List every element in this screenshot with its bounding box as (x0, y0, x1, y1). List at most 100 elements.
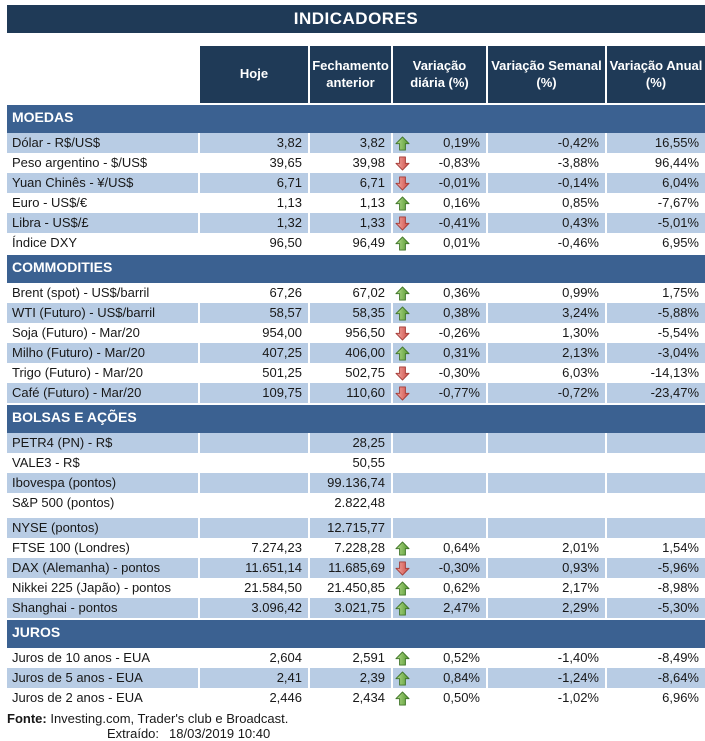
cell-trend (393, 473, 413, 493)
table-row: Ibovespa (pontos) 99.136,74 (7, 473, 705, 493)
row-label: S&P 500 (pontos) (7, 493, 200, 513)
row-label: VALE3 - R$ (7, 453, 200, 473)
cell-fechamento: 110,60 (310, 383, 393, 403)
cell-variacao-diaria: 0,01% (413, 233, 488, 253)
cell-variacao-semanal: 0,93% (488, 558, 607, 578)
cell-variacao-semanal (488, 493, 607, 513)
cell-hoje: 407,25 (200, 343, 310, 363)
cell-trend (393, 453, 413, 473)
title-bar: INDICADORES (7, 5, 705, 33)
cell-fechamento: 3,82 (310, 133, 393, 153)
cell-trend (393, 283, 413, 303)
cell-hoje: 954,00 (200, 323, 310, 343)
cell-variacao-diaria: 0,52% (413, 648, 488, 668)
cell-fechamento: 2,591 (310, 648, 393, 668)
cell-fechamento: 50,55 (310, 453, 393, 473)
cell-variacao-diaria: -0,77% (413, 383, 488, 403)
cell-variacao-diaria: 0,64% (413, 538, 488, 558)
table-row: Libra - US$/£ 1,32 1,33 -0,41% 0,43% -5,… (7, 213, 705, 233)
cell-variacao-semanal: -1,40% (488, 648, 607, 668)
cell-variacao-semanal (488, 518, 607, 538)
cell-variacao-semanal: 6,03% (488, 363, 607, 383)
table-row: Soja (Futuro) - Mar/20 954,00 956,50 -0,… (7, 323, 705, 343)
row-label: Juros de 2 anos - EUA (7, 688, 200, 708)
table-row: Brent (spot) - US$/barril 67,26 67,02 0,… (7, 283, 705, 303)
cell-hoje: 3,82 (200, 133, 310, 153)
cell-trend (393, 233, 413, 253)
cell-trend (393, 518, 413, 538)
cell-variacao-diaria: 0,38% (413, 303, 488, 323)
cell-hoje (200, 518, 310, 538)
down-arrow-icon (395, 560, 410, 576)
table-row: S&P 500 (pontos) 2.822,48 (7, 493, 705, 513)
cell-variacao-semanal: -0,42% (488, 133, 607, 153)
cell-variacao-semanal: 0,99% (488, 283, 607, 303)
cell-fechamento: 406,00 (310, 343, 393, 363)
cell-variacao-anual: -5,54% (657, 325, 699, 340)
cell-variacao-semanal: 0,85% (488, 193, 607, 213)
cell-variacao-anual (607, 493, 705, 513)
cell-fechamento: 1,13 (310, 193, 393, 213)
table-row: Juros de 10 anos - EUA 2,604 2,591 0,52%… (7, 648, 705, 668)
cell-variacao-semanal: -1,24% (488, 668, 607, 688)
up-arrow-icon (395, 135, 410, 151)
cell-trend (393, 193, 413, 213)
cell-hoje (200, 453, 310, 473)
cell-variacao-anual: -5,96% (657, 560, 699, 575)
cell-hoje: 21.584,50 (200, 578, 310, 598)
cell-fechamento: 1,33 (310, 213, 393, 233)
table-row: NYSE (pontos) 12.715,77 (7, 518, 705, 538)
row-label: Juros de 5 anos - EUA (7, 668, 200, 688)
cell-variacao-diaria (413, 493, 488, 513)
row-label: PETR4 (PN) - R$ (7, 433, 200, 453)
cell-variacao-semanal: -1,02% (488, 688, 607, 708)
cell-variacao-diaria: -0,26% (413, 323, 488, 343)
section-header: MOEDAS (7, 103, 705, 133)
row-label: Brent (spot) - US$/barril (7, 283, 200, 303)
cell-hoje: 58,57 (200, 303, 310, 323)
cell-variacao-semanal (488, 433, 607, 453)
table-row: Yuan Chinês - ¥/US$ 6,71 6,71 -0,01% -0,… (7, 173, 705, 193)
down-arrow-icon (395, 385, 410, 401)
section-header: BOLSAS E AÇÕES (7, 403, 705, 433)
cell-variacao-diaria: 0,16% (413, 193, 488, 213)
up-arrow-icon (395, 305, 410, 321)
cell-trend (393, 598, 413, 618)
cell-fechamento: 956,50 (310, 323, 393, 343)
cell-variacao-anual: 16,55% (654, 135, 699, 150)
source-line: Fonte: Investing.com, Trader's club e Br… (7, 711, 705, 726)
section-header: JUROS (7, 618, 705, 648)
table-row: Juros de 5 anos - EUA 2,41 2,39 0,84% -1… (7, 668, 705, 688)
cell-trend (393, 323, 413, 343)
cell-hoje: 39,65 (200, 153, 310, 173)
cell-hoje (200, 493, 310, 513)
cell-fechamento: 58,35 (310, 303, 393, 323)
cell-variacao-anual (607, 518, 705, 538)
cell-variacao-anual: -8,98% (657, 580, 699, 595)
cell-variacao-diaria: 0,19% (413, 133, 488, 153)
section-header: COMMODITIES (7, 253, 705, 283)
cell-variacao-semanal: -0,14% (488, 173, 607, 193)
cell-trend (393, 153, 413, 173)
cell-hoje: 2,446 (200, 688, 310, 708)
table-row: VALE3 - R$ 50,55 (7, 453, 705, 473)
row-label: DAX (Alemanha) - pontos (7, 558, 200, 578)
cell-hoje: 1,32 (200, 213, 310, 233)
footer: Fonte: Investing.com, Trader's club e Br… (7, 711, 705, 741)
cell-fechamento: 2.822,48 (310, 493, 393, 513)
extracted-label: Extraído: (107, 726, 160, 741)
down-arrow-icon (395, 325, 410, 341)
row-label: Yuan Chinês - ¥/US$ (7, 173, 200, 193)
cell-variacao-semanal: 2,01% (488, 538, 607, 558)
cell-hoje: 3.096,42 (200, 598, 310, 618)
cell-fechamento: 2,434 (310, 688, 393, 708)
cell-hoje: 6,71 (200, 173, 310, 193)
cell-variacao-semanal: 3,24% (488, 303, 607, 323)
table-row: Trigo (Futuro) - Mar/20 501,25 502,75 -0… (7, 363, 705, 383)
up-arrow-icon (395, 690, 410, 706)
cell-trend (393, 433, 413, 453)
row-label: Soja (Futuro) - Mar/20 (7, 323, 200, 343)
row-label: Shanghai - pontos (7, 598, 200, 618)
cell-variacao-anual (607, 473, 705, 493)
